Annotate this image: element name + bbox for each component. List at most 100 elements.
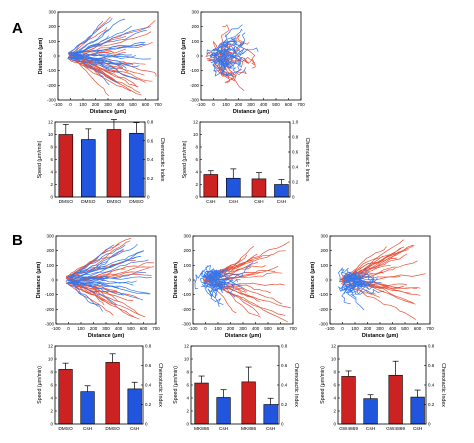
blue-cell-track [206,272,243,285]
blue-cell-track [348,284,365,311]
y-tick-label: 12 [48,344,54,349]
bar [263,404,278,425]
blue-cell-track [72,25,132,59]
y-tick-label: -200 [47,83,57,88]
blue-cell-track [67,261,108,282]
x-tick-label: 100 [222,102,230,107]
track-plot [192,235,294,325]
blue-cell-track [213,283,220,307]
x-tick-label: 300 [104,102,112,107]
y-tick-label: 100 [48,39,56,44]
x-tick-label: 400 [260,102,268,107]
y-tick-label: 10 [184,357,190,362]
red-cell-track [343,282,416,320]
category-label: DMSO [107,199,122,205]
red-cell-track [344,239,404,279]
category-label: DMSO [58,426,73,432]
x-tick-label: 100 [79,102,87,107]
y2-tick-label: 0.2 [428,402,435,407]
red-cell-track [212,64,245,91]
red-cell-track [67,282,134,301]
x-tick-label: 200 [90,326,98,331]
y-tick-label: 6 [50,383,53,388]
y2-tick-label: 0.8 [145,344,152,349]
y2-tick-label: 0 [428,422,431,427]
y2-tick-label: 0.4 [145,383,152,388]
x-tick-label: -100 [53,102,63,107]
track-plot [200,11,302,101]
blue-cell-track [217,45,245,58]
x-tick-label: 500 [129,102,137,107]
x-tick-label: 600 [142,102,150,107]
y2-tick-label: 0.6 [428,363,435,368]
blue-cell-track [71,278,119,288]
bar [58,369,73,425]
bar [203,174,219,198]
x-tick-label: 700 [289,326,297,331]
y-tick-label: -300 [45,322,55,327]
bar-chart [337,345,427,425]
y2-tick-label: 0 [281,422,284,427]
blue-cell-track [66,244,115,280]
blue-cell-track [221,59,247,76]
x-tick-label: 0 [341,326,344,331]
y-tick-label: -300 [319,322,329,327]
category-label: CsH [266,426,276,432]
y-axis-label: Speed (μm/min) [37,140,43,178]
y-tick-label: 4 [50,396,53,401]
y2-tick-label: 0 [145,422,148,427]
category-label: CsH [83,426,93,432]
y-tick-label: 200 [48,24,56,29]
bar [241,381,256,425]
x-tick-label: 600 [414,326,422,331]
category-label: DMSO [105,426,120,432]
blue-cell-track [70,18,126,55]
blue-cell-track [216,52,225,66]
y2-tick-label: 0.4 [428,383,435,388]
blue-cell-track [203,269,221,281]
y2-tick-label: 0.6 [292,150,299,155]
y-tick-label: 8 [195,145,198,150]
y2-tick-label: 0.6 [145,363,152,368]
blue-cell-track [215,32,246,51]
y-tick-label: -300 [190,98,200,103]
x-tick-label: 100 [351,326,359,331]
bar-chart [54,119,146,198]
y-tick-label: 4 [50,170,53,175]
y-tick-label: 0 [186,422,189,427]
y-axis-label: Distance (μm) [181,38,187,75]
y-tick-label: 300 [46,234,54,239]
bar [216,397,231,425]
y-tick-label: 2 [186,409,189,414]
y2-axis-label: Chemotactic Index [304,138,310,182]
y-tick-label: 0 [195,195,198,200]
x-tick-label: 300 [247,102,255,107]
x-tick-label: 200 [92,102,100,107]
y2-tick-label: 0.2 [145,402,152,407]
y-tick-label: 0 [325,278,328,283]
y-tick-label: 200 [320,248,328,253]
x-tick-label: 600 [140,326,148,331]
category-label: CsH [254,199,264,205]
blue-cell-track [209,278,226,290]
y-tick-label: 4 [186,396,189,401]
blue-cell-track [354,279,375,290]
y2-axis-label: Chemotactic Index [293,363,299,407]
bar [129,132,144,198]
bar [363,398,378,425]
bar-chart [190,345,280,425]
bar [194,382,209,425]
x-tick-label: -100 [51,326,61,331]
y-axis-label: Distance (μm) [38,38,44,75]
y2-axis-label: Chemotactic Index [159,138,165,182]
blue-cell-track [215,47,244,56]
blue-cell-track [220,28,243,51]
category-label: CsH [130,426,140,432]
x-tick-label: 600 [277,326,285,331]
bar [388,374,403,425]
y2-tick-label: 0.4 [281,383,288,388]
y-axis-label: Speed (μm/min) [173,366,179,404]
y-tick-label: 200 [191,24,199,29]
blue-cell-track [66,250,145,278]
x-tick-label: 0 [204,326,207,331]
